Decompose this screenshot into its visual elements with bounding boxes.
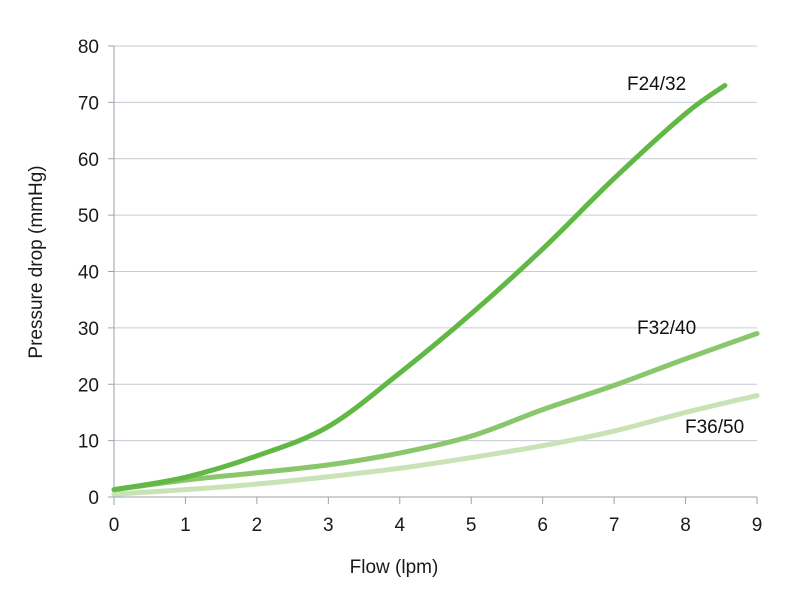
x-tick-label: 5 (466, 515, 477, 536)
x-tick-label: 2 (252, 515, 263, 536)
y-axis-tick-labels: 0 10 20 30 40 50 60 70 80 (78, 37, 99, 509)
x-tick-label: 9 (752, 515, 763, 536)
x-tick-label: 6 (537, 515, 548, 536)
y-tick-label: 30 (78, 319, 99, 340)
y-tick-label: 20 (78, 375, 99, 396)
x-tick-label: 4 (394, 515, 405, 536)
series-label-f36-50: F36/50 (685, 417, 744, 438)
y-tick-label: 40 (78, 263, 99, 284)
x-tick-label: 8 (680, 515, 691, 536)
series-label-f32-40: F32/40 (637, 318, 696, 339)
y-tick-label: 70 (78, 93, 99, 114)
y-tick-label: 80 (78, 37, 99, 58)
x-tick-label: 3 (323, 515, 334, 536)
series-label-f24-32: F24/32 (627, 74, 686, 95)
x-axis-tick-labels: 0 1 2 3 4 5 6 7 8 9 (109, 515, 763, 536)
y-tick-label: 10 (78, 432, 99, 453)
x-tick-label: 7 (609, 515, 620, 536)
series-line-f32-40 (111, 331, 760, 493)
x-tick-label: 0 (109, 515, 120, 536)
x-axis-title: Flow (lpm) (350, 557, 439, 578)
x-tick-label: 1 (180, 515, 191, 536)
series-line-f24-32 (111, 82, 728, 493)
y-axis-title: Pressure drop (mmHg) (26, 165, 47, 358)
horizontal-gridlines (114, 45, 757, 442)
y-tick-label: 0 (88, 488, 99, 509)
axes (108, 45, 758, 505)
data-series-lines (111, 82, 760, 497)
y-tick-label: 50 (78, 206, 99, 227)
y-tick-label: 60 (78, 150, 99, 171)
series-line-f36-50 (111, 393, 760, 497)
